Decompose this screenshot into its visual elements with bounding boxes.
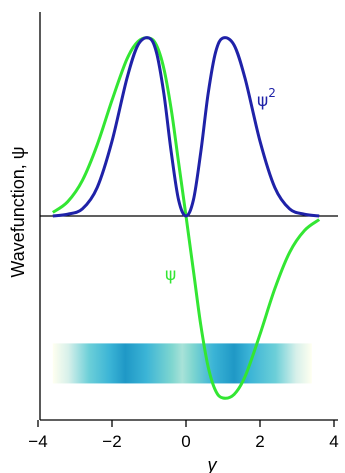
x-axis-title: y xyxy=(206,455,218,473)
psi-squared-curve xyxy=(52,36,320,218)
y-axis-title: Wavefunction, ψ xyxy=(8,146,28,277)
probability-density-band xyxy=(52,343,312,384)
x-tick-label: 0 xyxy=(181,432,190,451)
x-tick-label: −2 xyxy=(102,432,121,451)
psi-squared-label: ψ2 xyxy=(257,86,276,111)
x-tick-label: 4 xyxy=(329,432,338,451)
psi-label: ψ xyxy=(165,265,176,285)
x-tick-label: 2 xyxy=(255,432,264,451)
x-tick-label: −4 xyxy=(28,432,47,451)
